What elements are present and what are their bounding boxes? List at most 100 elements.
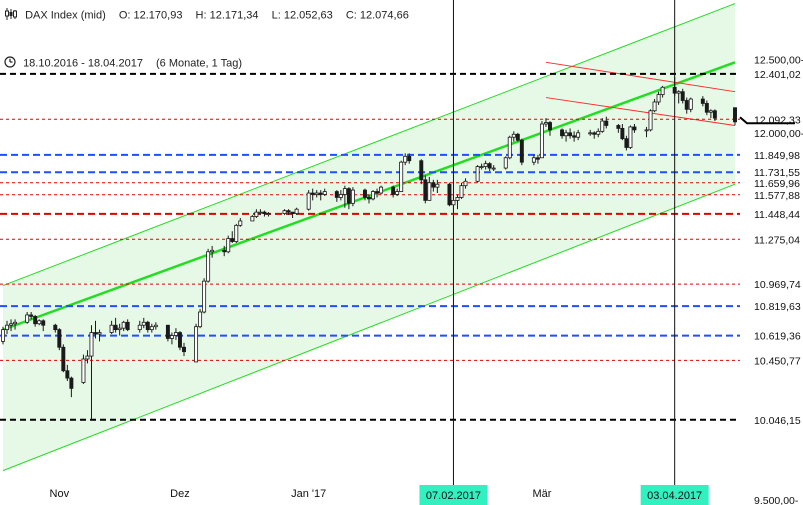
candle-12 bbox=[65, 364, 70, 382]
candle-body bbox=[704, 103, 709, 113]
level-label-0: 12.401,02 bbox=[754, 69, 801, 81]
candle-body bbox=[507, 136, 512, 159]
candle-89 bbox=[507, 135, 512, 160]
candle-76 bbox=[431, 179, 436, 192]
candle-34 bbox=[194, 323, 199, 363]
candle-66 bbox=[375, 188, 380, 198]
candle-body bbox=[548, 122, 552, 131]
candle-72 bbox=[407, 153, 412, 164]
candle-24 bbox=[137, 320, 142, 333]
candle-body bbox=[672, 86, 677, 94]
candle-111 bbox=[628, 125, 633, 149]
candle-body bbox=[644, 129, 649, 132]
candle-body bbox=[314, 192, 319, 195]
candle-98 bbox=[560, 128, 565, 139]
candle-body bbox=[375, 191, 380, 194]
candle-30 bbox=[169, 332, 174, 345]
candle-43 bbox=[238, 218, 243, 227]
candle-body bbox=[5, 324, 9, 331]
candle-body bbox=[491, 167, 496, 170]
candle-41 bbox=[230, 231, 235, 243]
candle-body bbox=[568, 132, 573, 137]
candle-19 bbox=[109, 320, 114, 335]
candle-body bbox=[733, 107, 737, 123]
candle-10 bbox=[57, 328, 62, 351]
candle-33 bbox=[182, 342, 186, 357]
candle-38 bbox=[210, 245, 215, 258]
candle-body bbox=[121, 321, 126, 329]
candle-101 bbox=[572, 131, 577, 142]
candle-69 bbox=[395, 188, 400, 196]
candle-body bbox=[149, 326, 154, 331]
candle-71 bbox=[403, 153, 408, 166]
candle-body bbox=[632, 126, 637, 131]
candle-47 bbox=[262, 210, 267, 217]
candle-125 bbox=[708, 109, 713, 119]
date-range: 18.10.2016 - 18.04.2017 bbox=[23, 57, 143, 70]
candle-body bbox=[254, 211, 259, 217]
candle-16 bbox=[89, 325, 94, 420]
candle-body bbox=[403, 155, 408, 163]
candle-body bbox=[620, 128, 625, 140]
candle-body bbox=[592, 132, 597, 135]
candle-84 bbox=[479, 163, 484, 170]
candle-25 bbox=[141, 317, 146, 329]
close-label: C: bbox=[345, 9, 357, 22]
candle-5 bbox=[29, 312, 34, 320]
candle-106 bbox=[600, 118, 605, 133]
candle-body bbox=[238, 220, 243, 226]
candle-109 bbox=[620, 124, 625, 141]
level-label-5: 11.577,88 bbox=[754, 190, 800, 202]
candle-body bbox=[475, 166, 480, 182]
candle-37 bbox=[206, 248, 211, 283]
clock-icon[interactable] bbox=[4, 56, 16, 71]
candles bbox=[1, 77, 737, 420]
candle-body bbox=[113, 324, 118, 331]
candle-body bbox=[41, 320, 46, 326]
candle-body bbox=[69, 377, 74, 389]
candle-51 bbox=[290, 211, 295, 218]
candle-103 bbox=[588, 129, 593, 136]
candle-body bbox=[564, 132, 569, 137]
candle-17 bbox=[93, 320, 98, 339]
vertical-markers: 07.02.2017 03.04.2017 bbox=[419, 0, 709, 505]
candle-126 bbox=[712, 109, 717, 122]
candle-115 bbox=[652, 99, 657, 113]
candle-87 bbox=[491, 165, 496, 171]
candle-48 bbox=[266, 212, 271, 217]
candle-52 bbox=[294, 207, 299, 216]
candle-31 bbox=[173, 328, 178, 340]
candle-102 bbox=[576, 129, 581, 141]
open-value: 12.170,93 bbox=[133, 9, 183, 22]
candle-35 bbox=[198, 309, 203, 329]
candle-body bbox=[371, 191, 375, 200]
candle-8 bbox=[41, 319, 46, 332]
trend-channel bbox=[2, 3, 736, 472]
candle-body bbox=[427, 182, 432, 201]
level-label-12: 10.046,15 bbox=[754, 415, 801, 427]
candle-body bbox=[141, 321, 146, 326]
high-label: H: bbox=[195, 9, 207, 22]
candle-91 bbox=[515, 132, 520, 142]
candle-20 bbox=[113, 317, 118, 333]
candle-body bbox=[165, 324, 170, 339]
candle-112 bbox=[632, 124, 637, 133]
candle-body bbox=[230, 238, 235, 242]
candle-78 bbox=[447, 182, 452, 207]
candle-body bbox=[33, 316, 38, 325]
candle-body bbox=[604, 120, 609, 126]
channel-fill bbox=[3, 3, 735, 471]
candle-65 bbox=[371, 190, 375, 201]
candle-body bbox=[222, 249, 227, 253]
candle-body bbox=[1, 329, 5, 342]
candle-9 bbox=[53, 323, 58, 333]
candle-118 bbox=[672, 77, 677, 97]
candlestick-icon[interactable] bbox=[4, 8, 18, 23]
candle-body bbox=[346, 188, 351, 204]
candle-6 bbox=[33, 314, 38, 327]
candle-body bbox=[137, 324, 142, 331]
candle-body bbox=[210, 249, 215, 253]
candle-body bbox=[399, 161, 404, 192]
candle-1 bbox=[5, 320, 9, 335]
